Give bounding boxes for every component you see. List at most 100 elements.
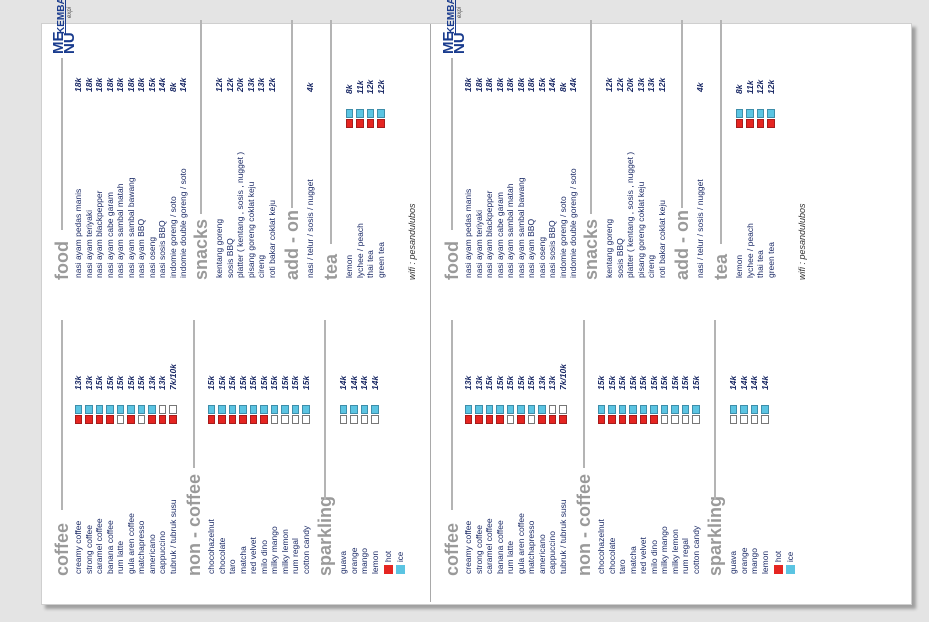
ice-option-box [207, 405, 215, 414]
empty-option-box [302, 415, 310, 424]
menu-item-price: 18k [94, 77, 104, 92]
ice-swatch [786, 565, 795, 574]
menu-item-name: kentang goreng [214, 218, 224, 278]
menu-item-name: roti bakar coklat keju [266, 200, 277, 278]
menu-item: thai tea 12k [365, 58, 376, 278]
legend: hot ice [773, 514, 797, 574]
ice-option-box [127, 405, 135, 414]
empty-option-box [506, 415, 514, 424]
menu-item-name: lychee / peach [744, 223, 755, 278]
menu-item-name: tubruk / tubruk susu [557, 499, 568, 574]
tea-rule [720, 20, 722, 244]
menu-item: nasi ayam sambal matah 18k [115, 58, 126, 278]
menu-item-name: lemon [344, 254, 354, 278]
menu-item: rum regal 15k [680, 324, 691, 574]
menu-item-price: 15k [125, 375, 136, 390]
menu-item: taro 15k [227, 324, 238, 574]
menu-item-price: 18k [115, 77, 125, 92]
menu-item-name: lemon [369, 550, 380, 574]
menu-item-price: 15k [206, 375, 216, 390]
brand-menu-line-2: NU [451, 32, 468, 54]
menu-item-name: nasi / telur / sosis / nugget [305, 179, 315, 278]
menu-item-name: guava [338, 550, 348, 574]
ice-option-box [137, 405, 145, 414]
menu-item-name: platter ( kentang , sosis , nugget ) [235, 151, 245, 278]
menu-item-name: sosis BBQ [224, 238, 235, 278]
menu-item: platter ( kentang , sosis , nugget ) 20k [625, 58, 636, 278]
menu-item-price: 8k [557, 82, 568, 92]
menu-item-price: 13k [83, 375, 94, 390]
menu-item-name: nasi ayam pedas manis [463, 188, 473, 278]
add-on-rule [291, 20, 293, 208]
menu-item-name: nasi sosis BBQ [547, 220, 557, 278]
empty-option-box [339, 415, 347, 424]
ice-option-box [95, 405, 103, 414]
hot-option-box [228, 415, 236, 424]
menu-item: nasi oseng 15k [147, 58, 158, 278]
hot-option-box [767, 119, 775, 128]
ice-option-box [475, 405, 483, 414]
wifi-info: wifi : pesandulubos [407, 203, 417, 280]
menu-item-name: green tea [765, 242, 776, 278]
menu-item: indomie goreng / soto 8k [558, 58, 569, 278]
menu-item: thai tea 12k [755, 58, 766, 278]
snacks-title: snacks [581, 218, 601, 280]
menu-item-price: 12k [214, 77, 224, 92]
hot-option-box [239, 415, 247, 424]
hot-option-box [548, 415, 556, 424]
brand-logo: ME NU KEMBAR expi [440, 0, 469, 54]
menu-item: nasi ayam pedas manis 18k [73, 58, 84, 278]
menu-item-price: 15k [526, 375, 536, 390]
menu-item-name: green tea [375, 242, 386, 278]
menu-item: matcha 15k [628, 324, 639, 574]
hot-option-box [148, 415, 156, 424]
menu-item-name: rum regal [680, 538, 690, 574]
menu-item-price: 15k [290, 375, 300, 390]
menu-item: nasi ayam BBQ 18k [136, 58, 147, 278]
ice-option-box [350, 405, 358, 414]
menu-item-name: caramel coffee [484, 518, 494, 574]
menu-item-name: kentang goreng [604, 218, 614, 278]
menu-panel: ME NU KEMBAR expi coffee creamy coffee 13… [431, 0, 861, 580]
menu-item: platter ( kentang , sosis , nugget ) 20k [235, 58, 246, 278]
snacks-rule [590, 20, 592, 214]
menu-item-name: gula aren coffee [125, 513, 136, 574]
coffee-rule [61, 320, 63, 510]
menu-item: pisang goreng coklat keju 13k [636, 58, 647, 278]
menu-item: nasi sosis BBQ 14k [157, 58, 168, 278]
menu-item-name: chocohazelnut [596, 519, 606, 574]
menu-item-name: mango [749, 548, 759, 574]
menu-item-price: 13k [536, 375, 547, 390]
menu-item-name: milky mango [269, 526, 279, 574]
hot-swatch [384, 565, 393, 574]
hot-option-box [756, 119, 764, 128]
ice-option-box [761, 405, 769, 414]
menu-item: milky lemon 15k [670, 324, 681, 574]
menu-item-price: 18k [505, 77, 515, 92]
menu-item: green tea 12k [766, 58, 777, 278]
menu-item-price: 15k [648, 375, 659, 390]
menu-item-name: nasi ayam pedas manis [73, 188, 83, 278]
menu-item: nasi ayam sambal bawang 18k [516, 58, 527, 278]
empty-option-box [291, 415, 299, 424]
menu-item: nasi ayam pedas manis 18k [463, 58, 474, 278]
menu-item-name: nasi ayam cabe garam [104, 192, 115, 278]
menu-item: orange 14k [739, 324, 750, 574]
menu-item-price: 18k [484, 77, 494, 92]
menu-item-name: matchapresso [136, 520, 146, 574]
ice-option-box [639, 405, 647, 414]
menu-item-price: 11k [354, 80, 365, 94]
menu-item-price: 14k [178, 77, 188, 92]
menu-item-price: 15k [136, 375, 146, 390]
ice-option-box [496, 405, 504, 414]
menu-item: milo dino 15k [259, 324, 270, 574]
menu-item: mango 14k [749, 324, 760, 574]
menu-item-name: sosis BBQ [614, 238, 625, 278]
hot-option-box [735, 119, 743, 128]
hot-option-box [464, 415, 472, 424]
menu-item-name: nasi ayam blackpepper [94, 190, 104, 278]
tea-title: tea [711, 253, 731, 280]
ice-option-box [517, 405, 525, 414]
menu-item-price: 12k [365, 79, 375, 94]
empty-option-box [692, 415, 700, 424]
